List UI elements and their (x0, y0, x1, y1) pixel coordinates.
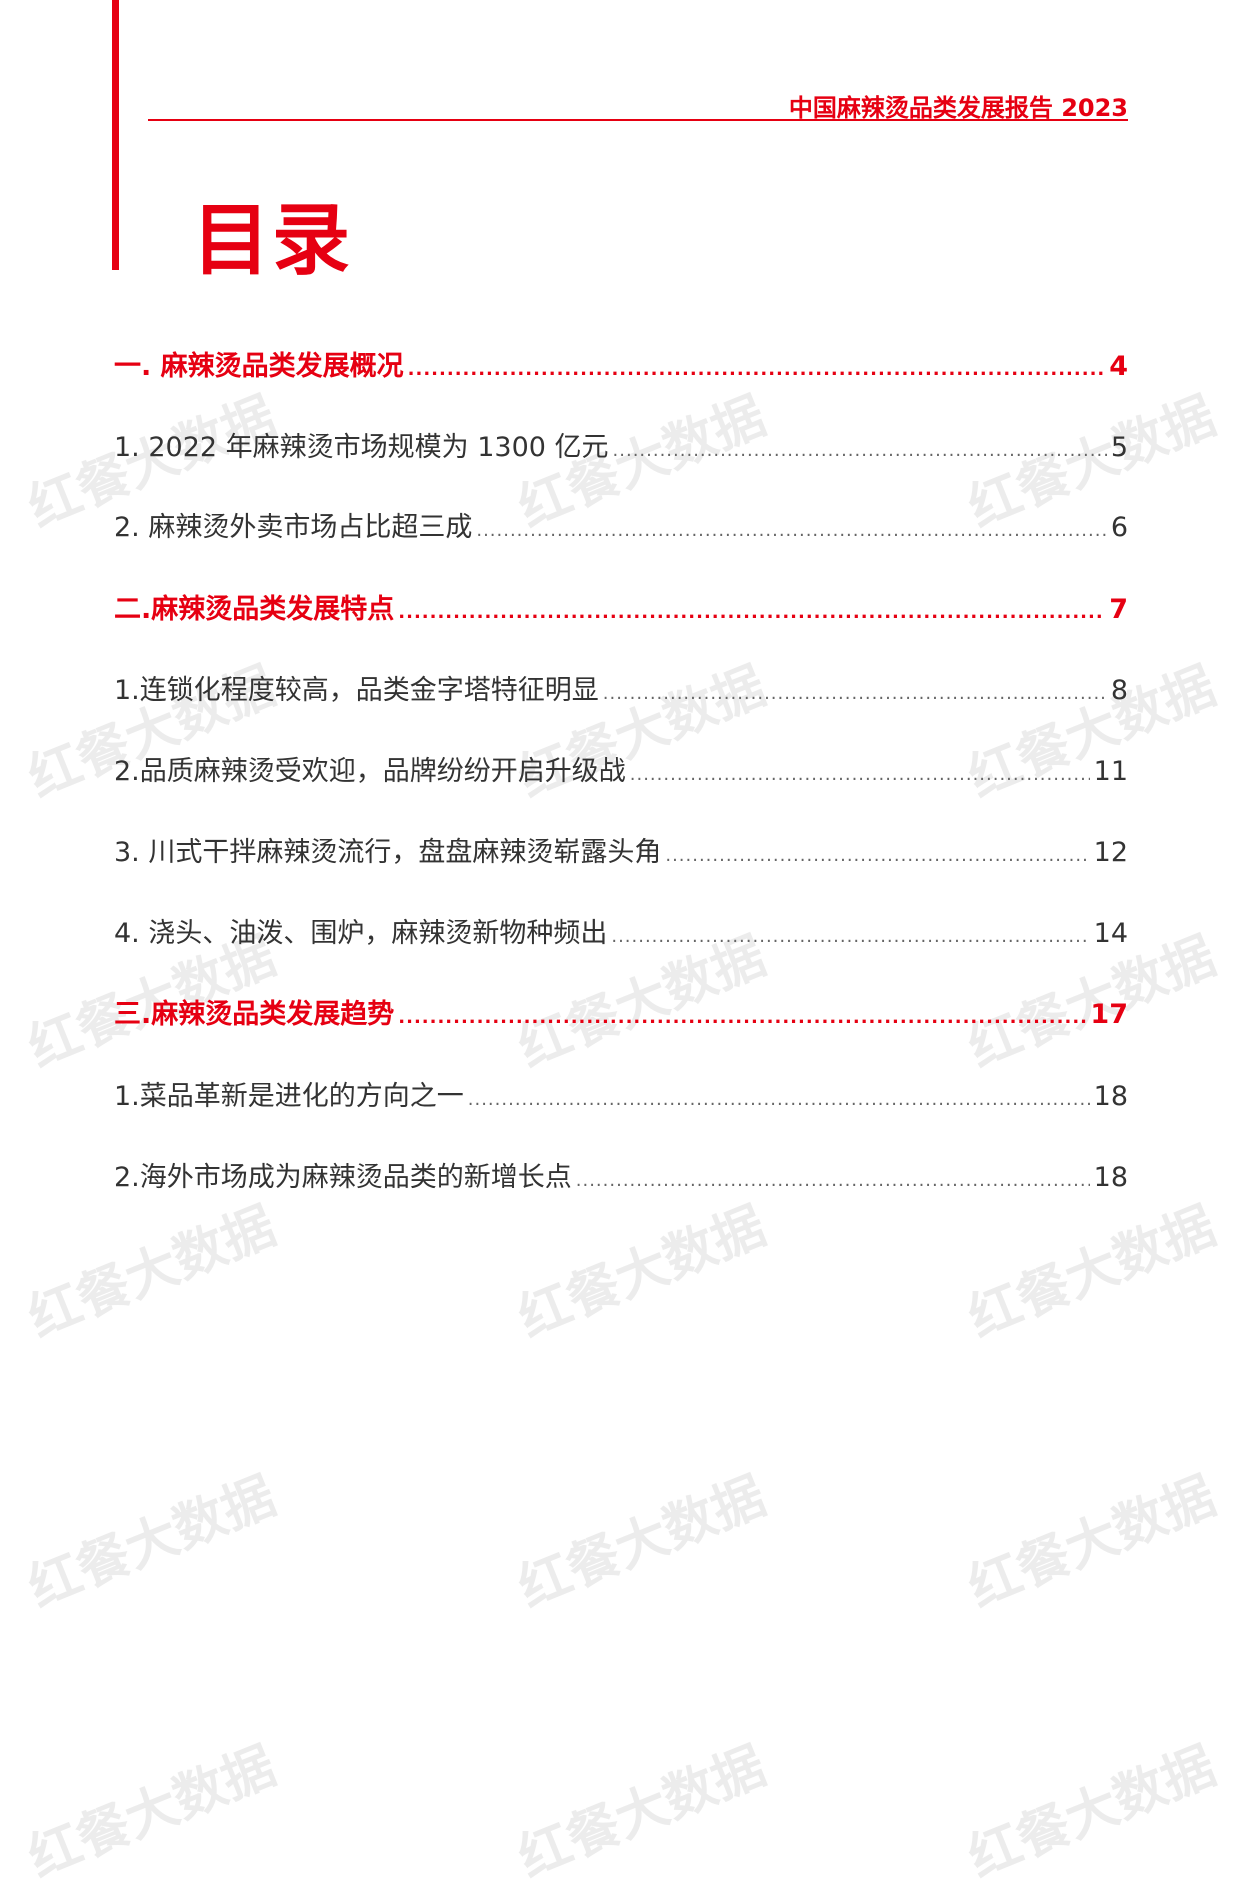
watermark: 红餐大数据 (960, 1466, 1224, 1620)
toc-entry-label: 1.菜品革新是进化的方向之一 (114, 1081, 464, 1112)
watermark: 红餐大数据 (960, 1196, 1224, 1350)
leader-dots (398, 602, 1105, 623)
toc-section-entry[interactable]: 三.麻辣烫品类发展趋势 17 (114, 992, 1128, 1031)
toc-page-number: 17 (1090, 999, 1128, 1030)
watermark: 红餐大数据 (20, 1466, 284, 1620)
toc-entry[interactable]: 2.海外市场成为麻辣烫品类的新增长点 18 (114, 1155, 1128, 1194)
toc-entry-label: 1. 2022 年麻辣烫市场规模为 1300 亿元 (114, 432, 609, 463)
toc-entry-label: 二.麻辣烫品类发展特点 (114, 594, 395, 625)
toc-page-number: 5 (1110, 432, 1128, 463)
toc-page-number: 14 (1093, 918, 1128, 949)
toc-entry-label: 2. 麻辣烫外卖市场占比超三成 (114, 512, 473, 543)
toc-page-number: 18 (1093, 1162, 1128, 1193)
toc-page-number: 7 (1109, 594, 1128, 625)
toc-page-number: 6 (1110, 512, 1128, 543)
leader-dots (613, 440, 1107, 461)
toc-entry[interactable]: 2. 麻辣烫外卖市场占比超三成 6 (114, 505, 1128, 544)
toc-page-number: 4 (1109, 351, 1128, 382)
toc-section-entry[interactable]: 一. 麻辣烫品类发展概况 4 (114, 344, 1128, 383)
leader-dots (576, 1170, 1090, 1191)
leader-dots (398, 1007, 1086, 1028)
toc-entry-label: 4. 浇头、油泼、围炉，麻辣烫新物种频出 (114, 918, 608, 949)
toc-entry[interactable]: 1.连锁化程度较高，品类金字塔特征明显 8 (114, 668, 1128, 707)
page-title: 目录 (192, 196, 353, 286)
toc-entry[interactable]: 4. 浇头、油泼、围炉，麻辣烫新物种频出 14 (114, 911, 1128, 950)
leader-dots (603, 683, 1107, 704)
toc-page-number: 18 (1093, 1081, 1128, 1112)
toc-entry[interactable]: 3. 川式干拌麻辣烫流行，盘盘麻辣烫崭露头角 12 (114, 830, 1128, 869)
watermark: 红餐大数据 (510, 1736, 774, 1890)
watermark: 红餐大数据 (20, 1736, 284, 1890)
watermark: 红餐大数据 (510, 1196, 774, 1350)
watermark: 红餐大数据 (510, 1466, 774, 1620)
toc-entry-label: 1.连锁化程度较高，品类金字塔特征明显 (114, 675, 599, 706)
leader-dots (611, 926, 1089, 947)
toc-entry-label: 2.品质麻辣烫受欢迎，品牌纷纷开启升级战 (114, 756, 626, 787)
leader-dots (665, 845, 1089, 866)
leader-dots (476, 520, 1106, 541)
toc-entry-label: 一. 麻辣烫品类发展概况 (114, 351, 404, 382)
header-divider (148, 119, 1128, 121)
leader-dots (630, 764, 1090, 785)
report-header: 中国麻辣烫品类发展报告 2023 (788, 94, 1128, 122)
watermark: 红餐大数据 (20, 1196, 284, 1350)
toc-entry-label: 3. 川式干拌麻辣烫流行，盘盘麻辣烫崭露头角 (114, 837, 662, 868)
toc-entry-label: 2.海外市场成为麻辣烫品类的新增长点 (114, 1162, 572, 1193)
leader-dots (408, 359, 1106, 380)
toc-entry[interactable]: 1.菜品革新是进化的方向之一 18 (114, 1074, 1128, 1113)
toc-page-number: 12 (1093, 837, 1128, 868)
toc-page-number: 11 (1093, 756, 1128, 787)
toc-page-number: 8 (1110, 675, 1128, 706)
toc-entry-label: 三.麻辣烫品类发展趋势 (114, 999, 395, 1030)
toc-entry[interactable]: 2.品质麻辣烫受欢迎，品牌纷纷开启升级战 11 (114, 749, 1128, 788)
toc-entry[interactable]: 1. 2022 年麻辣烫市场规模为 1300 亿元 5 (114, 425, 1128, 464)
accent-bar (112, 0, 119, 270)
leader-dots (468, 1089, 1090, 1110)
toc-section-entry[interactable]: 二.麻辣烫品类发展特点 7 (114, 587, 1128, 626)
watermark: 红餐大数据 (960, 1736, 1224, 1890)
